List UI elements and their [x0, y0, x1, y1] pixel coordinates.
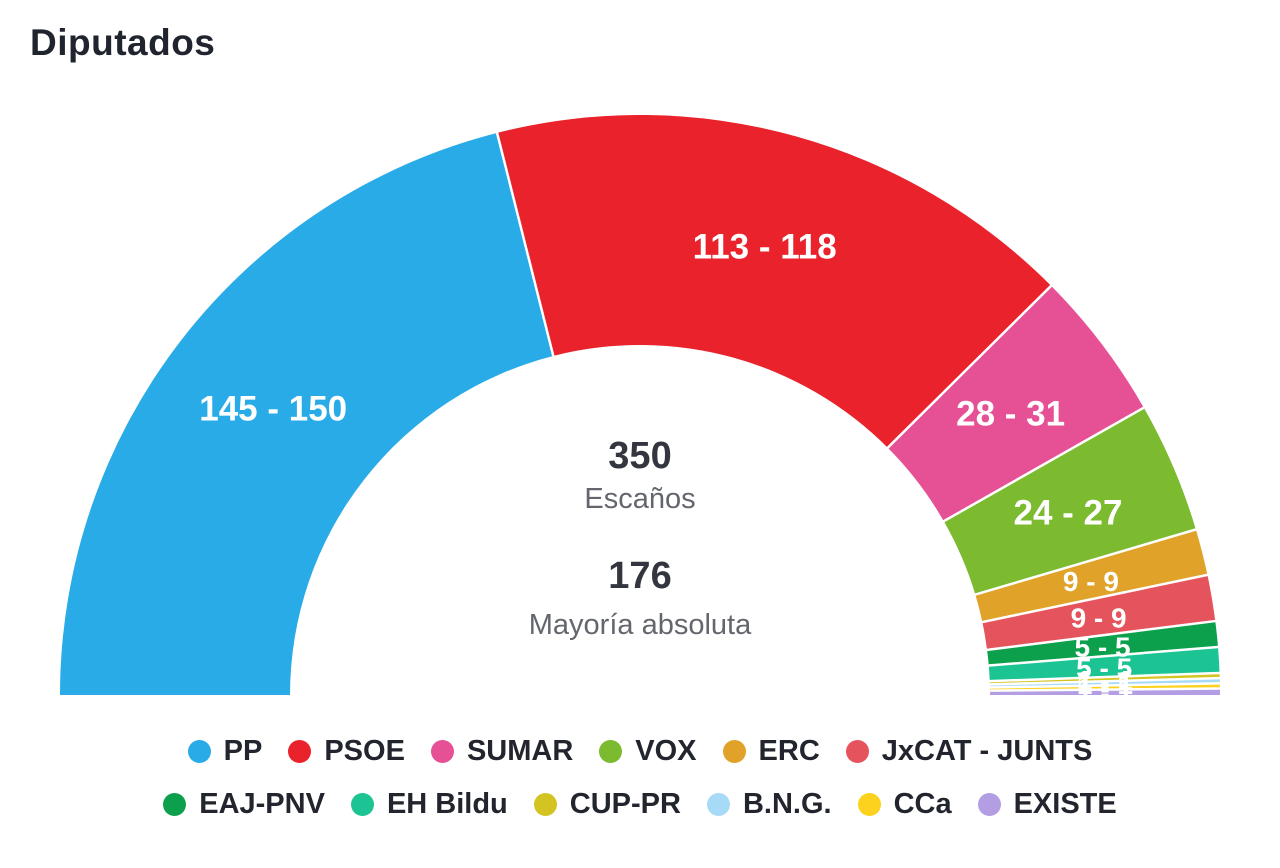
legend-item-psoe[interactable]: PSOE: [288, 735, 405, 768]
legend-dot-icon: [857, 793, 881, 816]
legend-item-label: CCa: [893, 788, 952, 820]
segment-label-sumar: 28 - 31: [956, 395, 1065, 434]
legend-dot-icon: [430, 740, 454, 763]
legend-dot-icon: [845, 740, 869, 763]
legend-item-label: EXISTE: [1013, 788, 1117, 820]
legend-item-label: B.N.G.: [742, 788, 832, 820]
legend-item-existe[interactable]: EXISTE: [977, 788, 1117, 821]
legend-row: EAJ-PNV EH Bildu CUP-PR B.N.G. CCa EXISTE: [163, 788, 1117, 821]
legend-dot-icon: [533, 793, 557, 816]
legend-item-label: PP: [223, 735, 263, 767]
legend-dot-icon: [350, 793, 374, 816]
legend-dot-icon: [977, 793, 1001, 816]
legend-item-label: JxCAT - JUNTS: [881, 735, 1093, 767]
segment-label-bng: 1 - 1: [1077, 669, 1133, 700]
legend-dot-icon: [163, 793, 187, 816]
legend-dot-icon: [599, 740, 623, 763]
chart-title: Diputados: [30, 22, 216, 63]
legend-row: PP PSOE SUMAR VOX ERC JxCAT - JUNTS: [187, 735, 1093, 768]
legend-item-bng[interactable]: B.N.G.: [706, 788, 832, 821]
legend-item-cup-pr[interactable]: CUP-PR: [533, 788, 681, 821]
segment-label-pp: 145 - 150: [199, 390, 347, 429]
segment-label-psoe: 113 - 118: [693, 228, 837, 267]
segment-label-eh-bildu: 5 - 5: [1076, 652, 1132, 683]
chart-legend: PP PSOE SUMAR VOX ERC JxCAT - JUNTS EAJ-PNV EH …: [0, 735, 1280, 821]
legend-item-eh-bildu[interactable]: EH Bildu: [350, 788, 508, 821]
legend-item-label: EAJ-PNV: [199, 788, 325, 820]
legend-item-jxcat-junts[interactable]: JxCAT - JUNTS: [845, 735, 1093, 768]
legend-dot-icon: [187, 740, 211, 763]
segment-label-cup-pr: 1 - 1: [1077, 665, 1133, 696]
legend-item-label: PSOE: [324, 735, 405, 767]
legend-item-label: VOX: [635, 735, 697, 767]
legend-dot-icon: [722, 740, 746, 763]
legend-item-label: CUP-PR: [569, 788, 681, 820]
legend-item-sumar[interactable]: SUMAR: [430, 735, 574, 768]
legend-dot-icon: [706, 793, 730, 816]
legend-item-label: ERC: [758, 735, 820, 767]
segment-pp[interactable]: [57, 130, 557, 698]
legend-item-cca[interactable]: CCa: [857, 788, 952, 821]
segment-label-eaj-pnv: 5 - 5: [1074, 632, 1130, 663]
segment-label-vox: 24 - 27: [1014, 494, 1123, 533]
legend-item-pp[interactable]: PP: [187, 735, 263, 768]
segment-label-erc: 9 - 9: [1063, 566, 1119, 597]
legend-item-label: SUMAR: [466, 735, 574, 767]
segment-label-existe: 1 - 1: [1077, 677, 1133, 708]
segment-label-cca: 1 - 1: [1077, 673, 1133, 704]
legend-item-erc[interactable]: ERC: [722, 735, 820, 768]
segment-psoe[interactable]: [495, 112, 1055, 452]
legend-item-eaj-pnv[interactable]: EAJ-PNV: [163, 788, 325, 821]
segment-label-jxcat-junts: 9 - 9: [1071, 603, 1127, 634]
legend-item-vox[interactable]: VOX: [599, 735, 697, 768]
segment-existe[interactable]: [987, 687, 1223, 698]
legend-item-label: EH Bildu: [386, 788, 508, 820]
legend-dot-icon: [288, 740, 312, 763]
